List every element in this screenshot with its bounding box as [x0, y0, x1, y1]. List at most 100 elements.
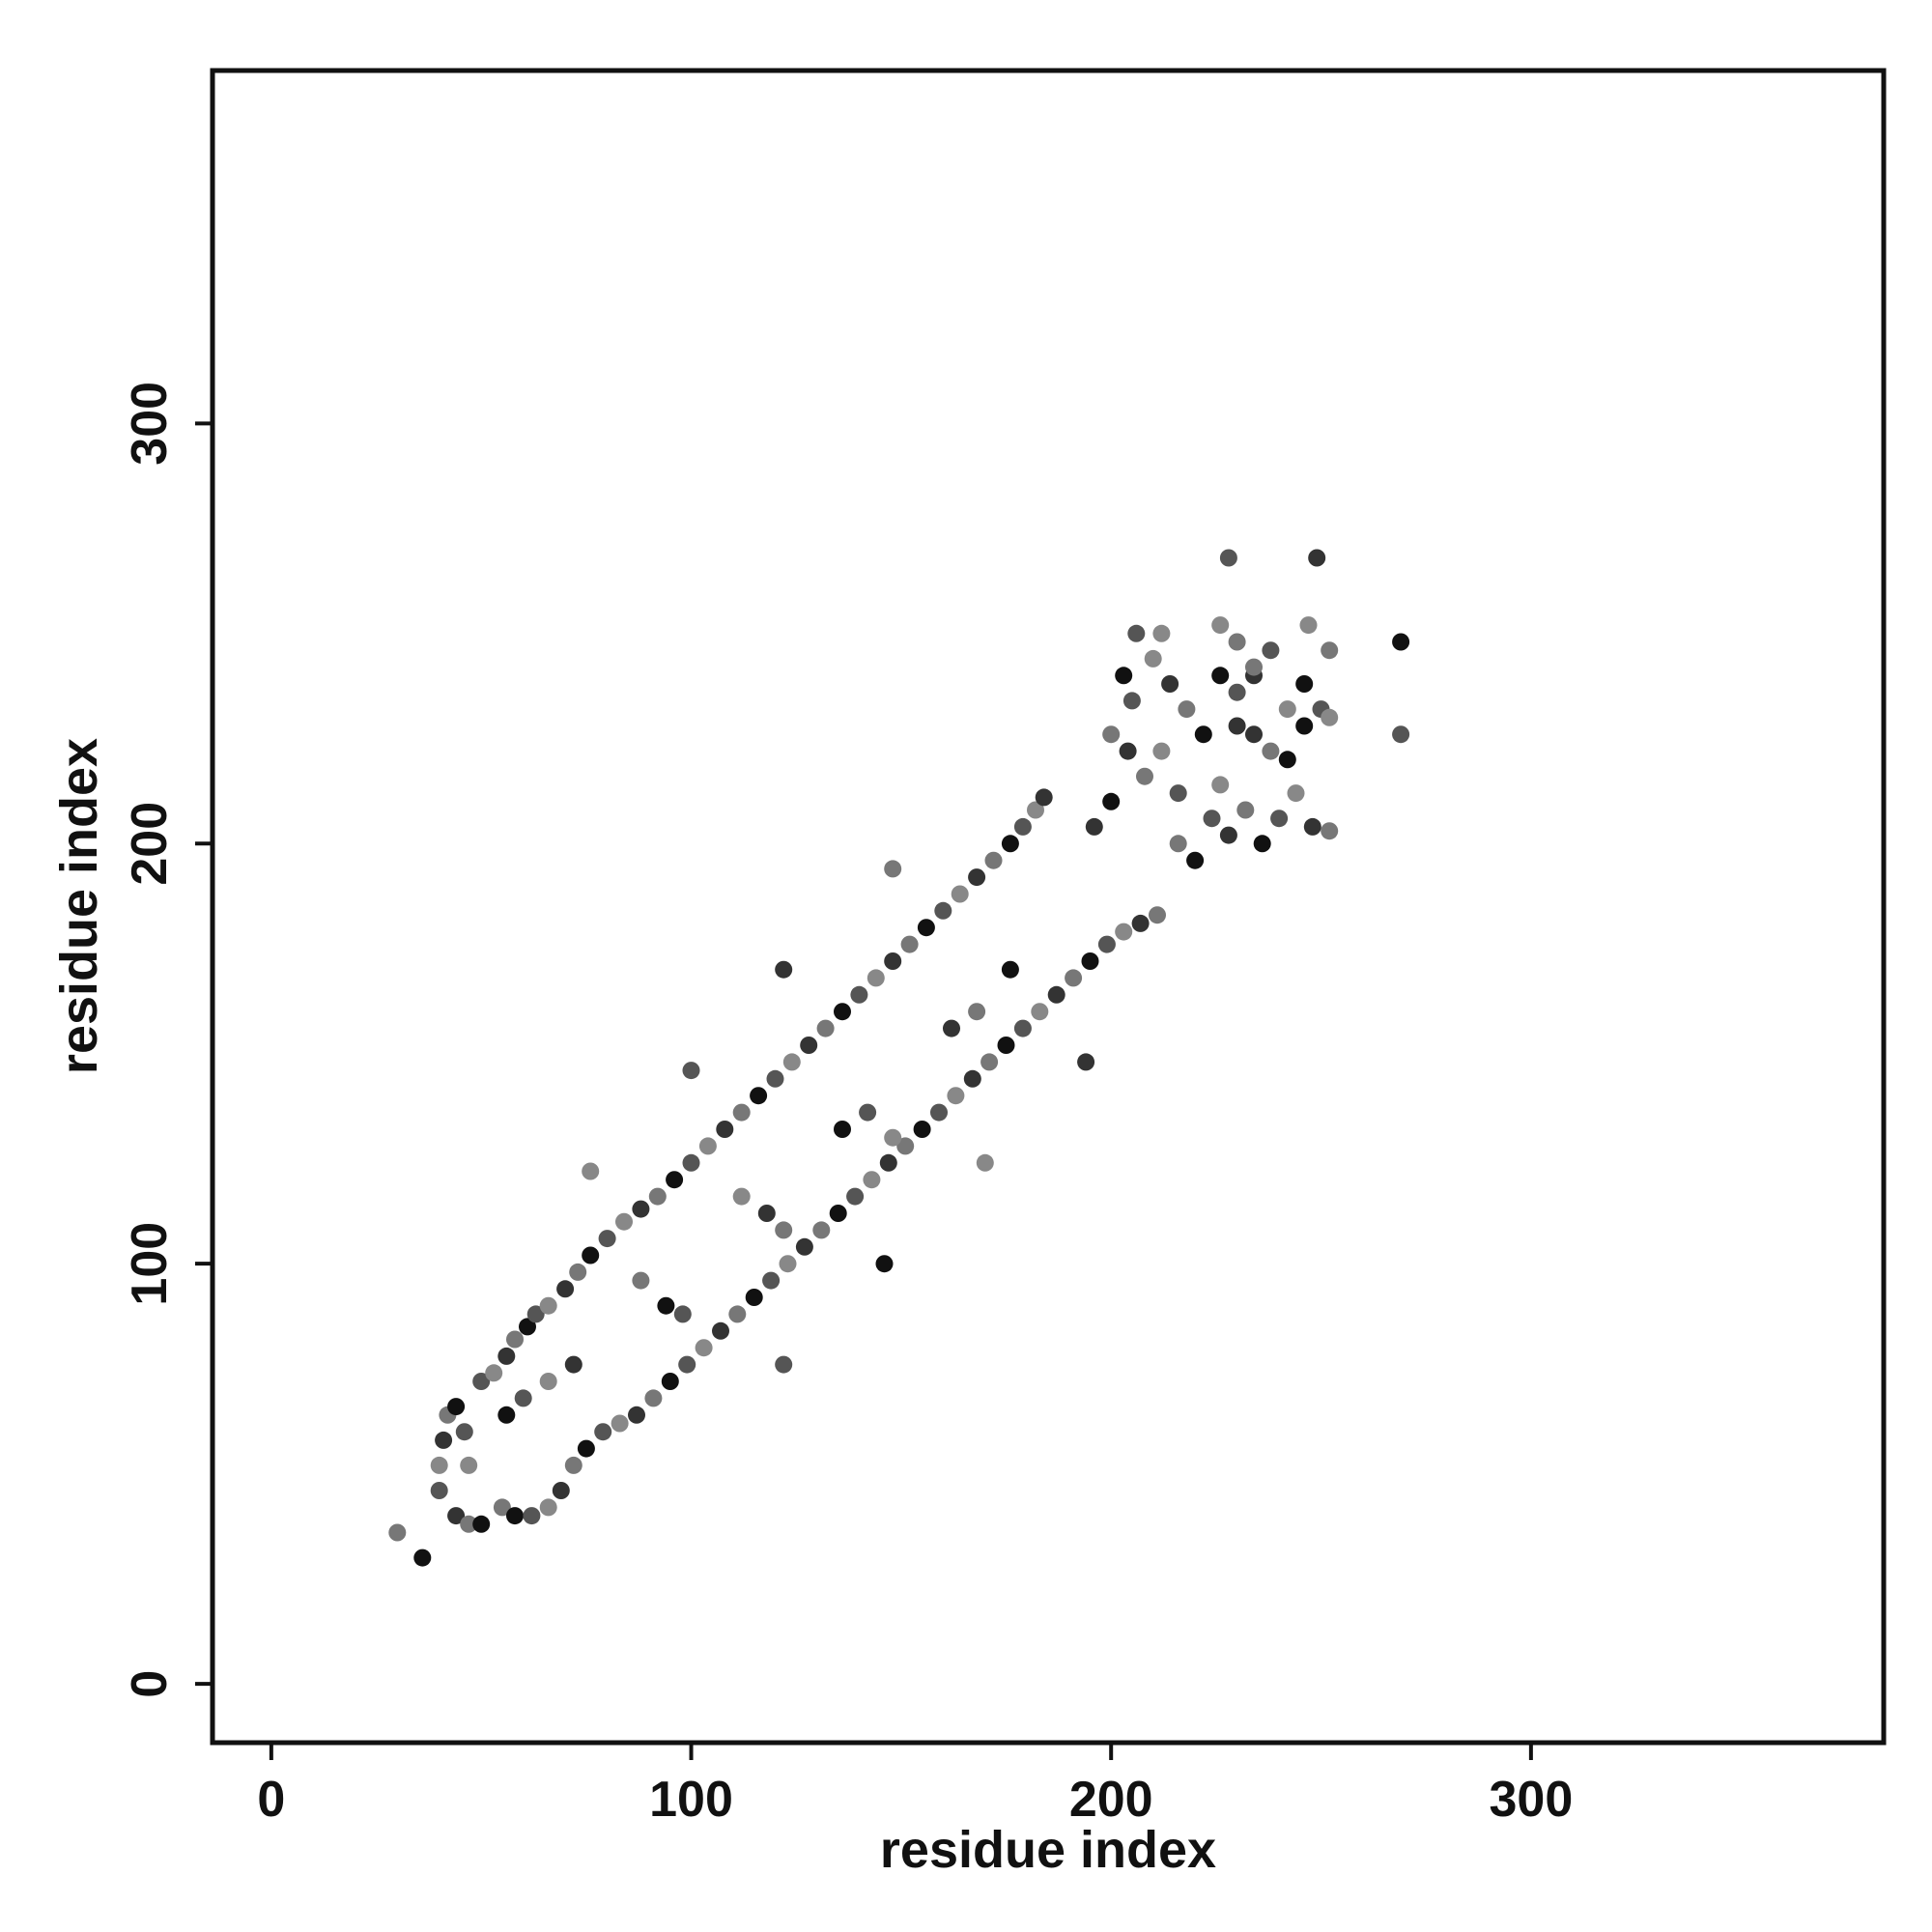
- data-point: [896, 1137, 915, 1155]
- data-point: [984, 851, 1003, 869]
- data-point: [413, 1548, 432, 1567]
- data-point: [648, 1187, 667, 1206]
- data-point: [934, 901, 952, 920]
- data-point: [732, 1103, 751, 1122]
- data-point: [1161, 675, 1179, 693]
- data-point: [682, 1153, 700, 1172]
- x-tick-label: 300: [1489, 1772, 1573, 1828]
- data-point: [779, 1255, 797, 1273]
- data-point: [582, 1162, 600, 1180]
- data-point: [1115, 923, 1133, 941]
- x-axis-ticks: 0 100 200 300: [257, 1743, 1573, 1828]
- data-point: [913, 1121, 931, 1138]
- data-point: [673, 1305, 692, 1323]
- data-point: [1219, 549, 1237, 567]
- data-point: [884, 952, 902, 970]
- data-point: [447, 1507, 466, 1525]
- data-point: [1122, 692, 1141, 710]
- data-point: [1321, 708, 1339, 726]
- y-axis-ticks: 0 100 200 300: [122, 382, 213, 1698]
- data-point: [460, 1456, 478, 1474]
- y-tick-label: 200: [122, 802, 178, 886]
- data-point: [846, 1187, 865, 1206]
- x-tick-label: 200: [1069, 1772, 1153, 1828]
- data-point: [963, 1069, 981, 1088]
- data-point: [1169, 835, 1187, 853]
- data-point: [1308, 549, 1326, 567]
- data-point: [1194, 725, 1212, 744]
- data-point: [678, 1355, 696, 1374]
- data-point: [1152, 624, 1171, 642]
- data-point: [1278, 700, 1296, 719]
- data-point: [485, 1364, 503, 1382]
- data-point: [766, 1069, 784, 1088]
- data-point: [1245, 725, 1263, 744]
- data-point: [775, 960, 793, 979]
- x-axis-title: residue index: [880, 1821, 1216, 1879]
- points-layer: [388, 549, 1410, 1567]
- data-point: [615, 1212, 633, 1231]
- data-point: [1047, 985, 1065, 1004]
- data-point: [782, 1053, 801, 1071]
- data-point: [1013, 1019, 1032, 1037]
- data-point: [1102, 725, 1121, 744]
- data-point: [435, 1431, 453, 1449]
- data-point: [577, 1439, 595, 1458]
- data-point: [1278, 751, 1296, 769]
- data-point: [564, 1355, 582, 1374]
- data-point: [523, 1507, 541, 1525]
- data-point: [762, 1271, 781, 1290]
- data-point: [430, 1482, 448, 1499]
- data-point: [1295, 675, 1314, 693]
- data-point: [1035, 788, 1053, 807]
- x-tick-label: 100: [649, 1772, 733, 1828]
- data-point: [493, 1498, 511, 1517]
- y-axis-title: residue index: [50, 738, 108, 1074]
- y-tick-label: 0: [122, 1670, 178, 1698]
- data-point: [514, 1389, 532, 1407]
- data-point: [917, 919, 935, 937]
- data-point: [863, 1171, 881, 1189]
- data-point: [472, 1373, 491, 1390]
- data-point: [695, 1339, 713, 1357]
- data-point: [1299, 616, 1318, 635]
- data-point: [666, 1171, 684, 1189]
- data-point: [1149, 906, 1166, 924]
- data-point: [968, 868, 986, 887]
- data-point: [884, 1128, 902, 1147]
- data-point: [834, 1003, 851, 1021]
- data-point: [850, 985, 868, 1004]
- data-point: [951, 885, 969, 903]
- data-point: [682, 1062, 700, 1080]
- y-tick-label: 100: [122, 1222, 178, 1306]
- data-point: [1287, 784, 1305, 803]
- data-point: [539, 1296, 557, 1315]
- data-point: [506, 1507, 524, 1525]
- data-point: [1102, 792, 1121, 810]
- data-point: [1065, 969, 1083, 987]
- data-point: [834, 1121, 851, 1138]
- data-point: [875, 1255, 894, 1273]
- data-point: [1144, 649, 1162, 668]
- data-point: [732, 1187, 751, 1206]
- data-point: [1262, 742, 1280, 760]
- data-point: [1236, 801, 1255, 819]
- data-point: [628, 1406, 645, 1424]
- data-point: [1321, 641, 1339, 660]
- data-point: [1270, 810, 1289, 828]
- data-point: [1228, 717, 1246, 735]
- data-point: [829, 1205, 847, 1222]
- data-point: [1085, 817, 1103, 836]
- data-point: [976, 1153, 994, 1172]
- data-point: [1303, 817, 1321, 836]
- data-point: [1152, 742, 1171, 760]
- data-point: [1031, 1003, 1049, 1021]
- data-point: [1228, 683, 1246, 701]
- data-point: [775, 1355, 793, 1374]
- data-point: [859, 1103, 877, 1122]
- data-point: [1262, 641, 1280, 660]
- data-point: [388, 1523, 407, 1542]
- data-point: [556, 1280, 575, 1298]
- data-point: [1013, 817, 1032, 836]
